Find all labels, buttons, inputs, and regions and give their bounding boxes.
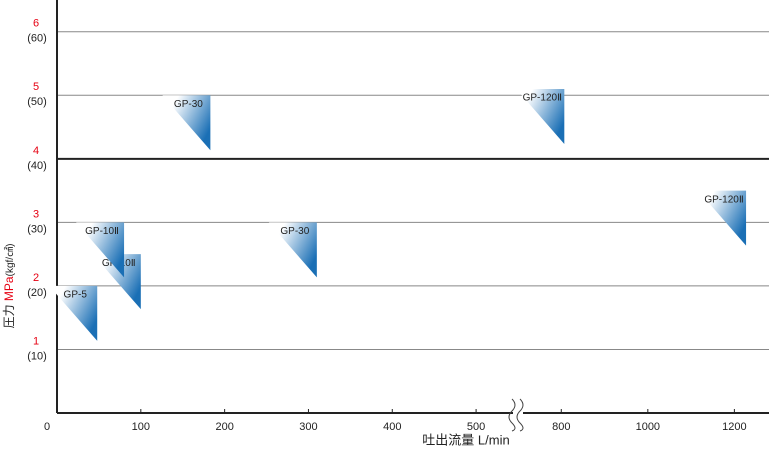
marker xyxy=(162,95,211,151)
axis-break xyxy=(508,398,516,432)
marker xyxy=(92,254,141,310)
y-tick-label: 1 xyxy=(33,335,39,347)
marker-label: GP-5 xyxy=(64,290,88,301)
y-label-part: 圧力 xyxy=(2,301,16,328)
y-tick-label: 6 xyxy=(33,18,39,30)
x-tick-label: 1000 xyxy=(636,421,660,433)
y-tick-label: 5 xyxy=(33,81,39,93)
y-label-unit: MPa xyxy=(2,276,16,301)
x-tick-label: 400 xyxy=(383,421,401,433)
marker-label: GP-30 xyxy=(174,99,203,110)
x-tick-label: 500 xyxy=(467,421,485,433)
y-tick-sublabel: (30) xyxy=(27,223,47,235)
y-tick-sublabel: (40) xyxy=(27,160,47,172)
x-tick-label: 300 xyxy=(299,421,317,433)
y-axis-label: 圧力 MPa(kgf/㎠) xyxy=(2,244,16,329)
y-tick-sublabel: (60) xyxy=(27,33,47,45)
marker-label: GP-10Ⅱ xyxy=(85,226,119,237)
marker-label: GP-120Ⅱ xyxy=(704,194,743,205)
x-tick-label: 100 xyxy=(132,421,150,433)
marker xyxy=(49,285,98,341)
y-tick-sublabel: (10) xyxy=(27,350,47,362)
marker xyxy=(76,222,125,278)
axis-break xyxy=(516,398,524,432)
axis-break-gap xyxy=(513,403,523,427)
x-tick-label: 200 xyxy=(215,421,233,433)
marker-label: GP-120Ⅱ xyxy=(523,93,562,104)
y-tick-sublabel: (50) xyxy=(27,96,47,108)
marker xyxy=(516,88,565,144)
marker xyxy=(698,190,747,246)
y-tick-label: 4 xyxy=(33,145,39,157)
marker xyxy=(268,222,317,278)
x-tick-label: 1200 xyxy=(722,421,746,433)
marker-label: GP-30 xyxy=(280,226,309,237)
x-tick-label: 0 xyxy=(44,421,50,433)
y-tick-label: 3 xyxy=(33,208,39,220)
x-tick-label: 800 xyxy=(552,421,570,433)
y-tick-label: 2 xyxy=(33,272,39,284)
x-axis-label: 吐出流量 L/min xyxy=(422,432,509,447)
y-tick-sublabel: (20) xyxy=(27,287,47,299)
y-label-part: (kgf/㎠) xyxy=(4,244,16,277)
